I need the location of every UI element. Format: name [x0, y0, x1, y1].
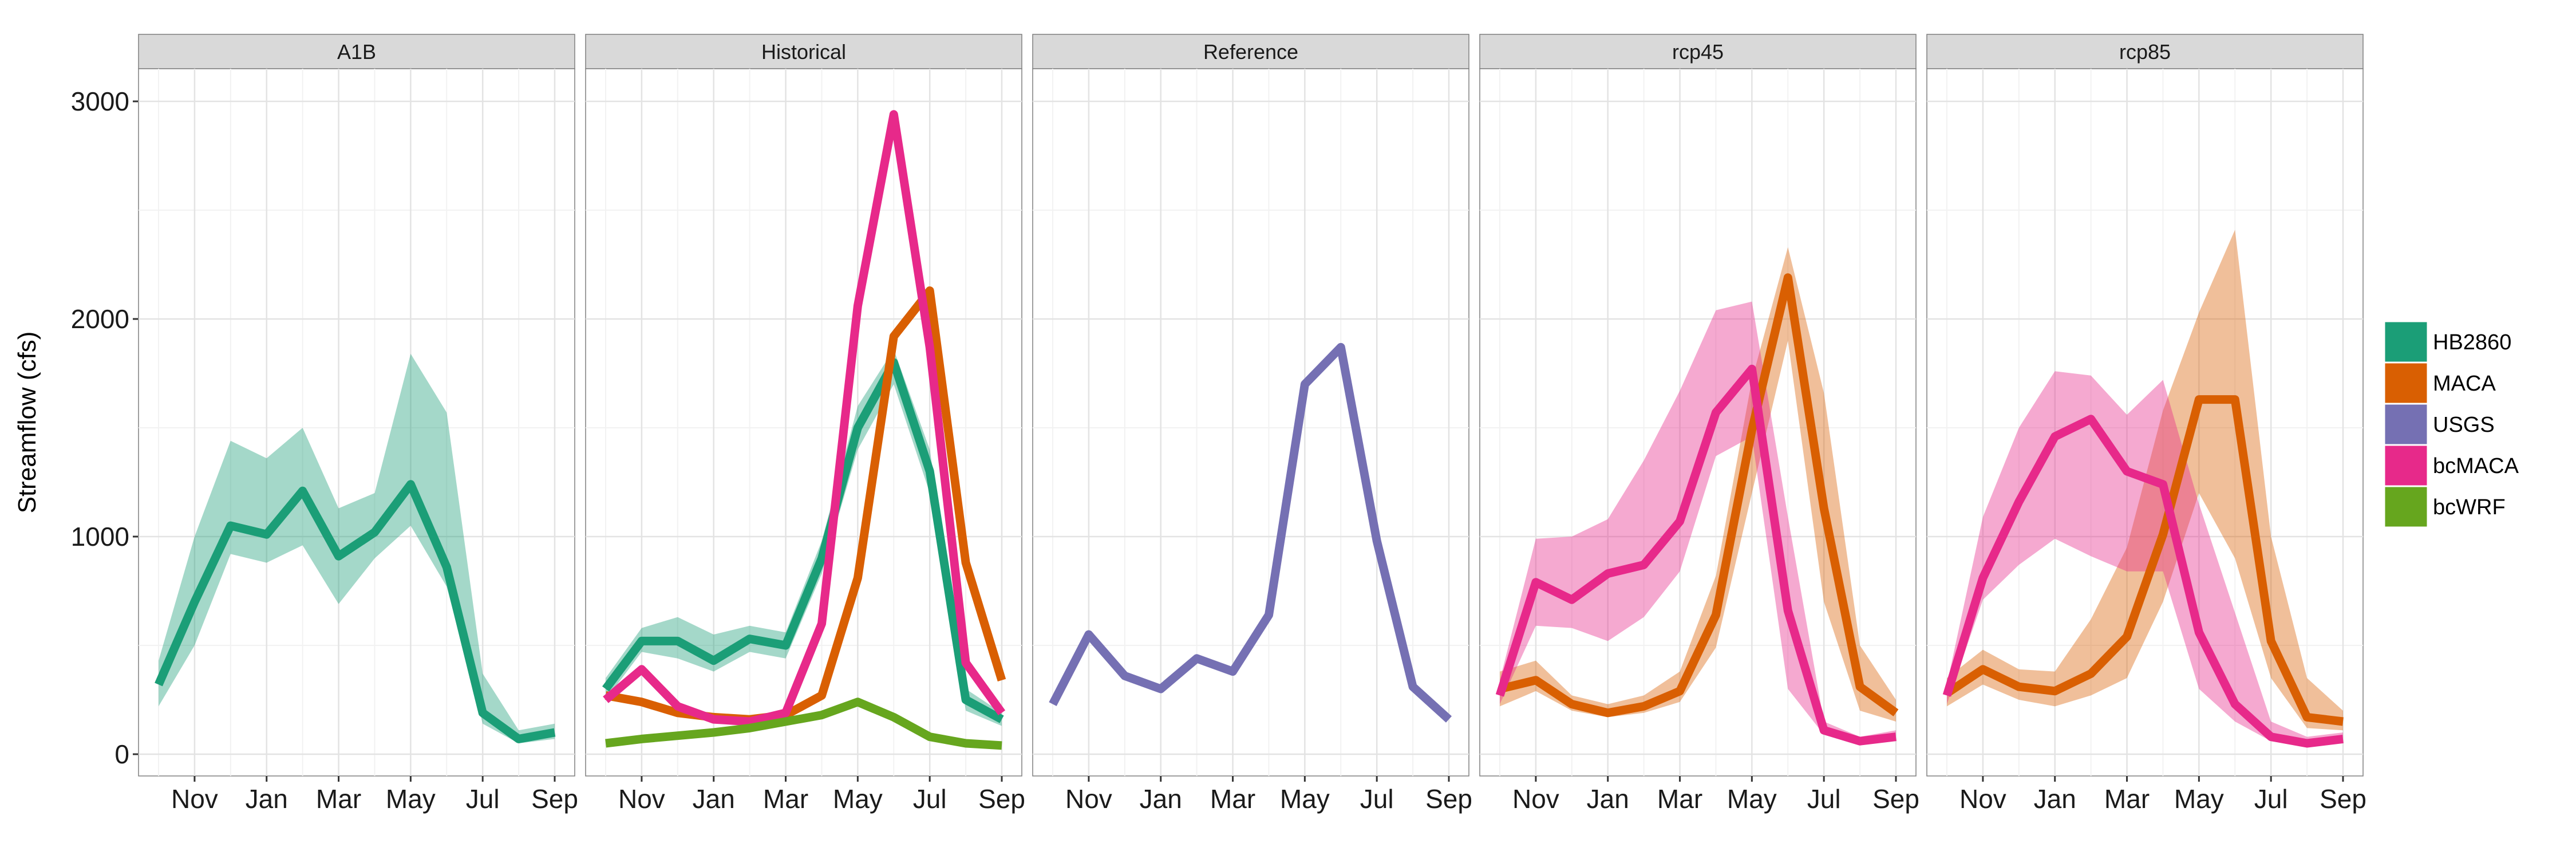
facet-strip	[1032, 34, 1469, 69]
legend-key-bcwrf	[2384, 486, 2428, 527]
y-tick-label: 2000	[71, 304, 129, 334]
legend-label-bcwrf: bcWRF	[2433, 495, 2506, 519]
series-line-usgs	[1049, 342, 1452, 723]
legend-label-usgs: USGS	[2433, 413, 2495, 437]
panel-a1b: A1B Nov Jan Mar May Jul Sep	[138, 34, 578, 814]
y-tick-label: 3000	[71, 86, 129, 116]
facet-strip	[1479, 34, 1917, 69]
ribbon-bcmaca	[1947, 371, 2343, 746]
ribbon-hb2860	[606, 349, 1002, 726]
facet-strip-label: Historical	[761, 40, 846, 64]
series-line-maca	[1499, 273, 1899, 718]
ribbon-maca	[1500, 247, 1896, 722]
x-tick-label: Mar	[2104, 784, 2150, 814]
x-tick-label: Mar	[763, 784, 808, 814]
series-line-maca	[605, 286, 1006, 724]
series-line-bcmaca	[1942, 415, 2344, 748]
series-line-hb2860	[602, 358, 1004, 723]
panel-reference: Reference Nov Jan Mar May Jul Sep	[1032, 34, 1472, 814]
panel-rcp85: rcp85 Nov Jan Mar May Jul Sep	[1926, 34, 2366, 814]
legend-label-hb2860: HB2860	[2433, 330, 2511, 354]
facet-strip-label: Reference	[1203, 40, 1298, 64]
legend-label-bcmaca: bcMACA	[2433, 454, 2519, 478]
x-tick-label: Sep	[1872, 784, 1919, 814]
x-tick-label: May	[1727, 784, 1777, 814]
x-tick-label: Sep	[978, 784, 1025, 814]
x-tick-label: Mar	[316, 784, 361, 814]
x-tick-label: Jan	[1140, 784, 1182, 814]
x-tick-label: Jul	[1360, 784, 1394, 814]
x-tick-label: Jan	[1587, 784, 1629, 814]
legend-label-maca: MACA	[2433, 372, 2496, 396]
facet-strip	[1926, 34, 2364, 69]
x-tick-label: Nov	[1065, 784, 1112, 814]
x-tick-label: Jul	[2254, 784, 2288, 814]
x-tick-label: Nov	[1959, 784, 2006, 814]
series-line-bcwrf	[605, 698, 1002, 750]
legend-key-hb2860	[2384, 321, 2428, 362]
x-tick-label: Jul	[913, 784, 947, 814]
x-tick-label: Sep	[2320, 784, 2366, 814]
x-tick-label: Nov	[618, 784, 665, 814]
x-tick-label: May	[1280, 784, 1330, 814]
x-tick-label: Jul	[1807, 784, 1841, 814]
x-tick-label: May	[2174, 784, 2224, 814]
x-tick-label: Sep	[531, 784, 578, 814]
series-line-hb2860	[155, 480, 556, 743]
x-tick-label: Nov	[1512, 784, 1559, 814]
x-tick-label: Jan	[2034, 784, 2076, 814]
series-line-maca	[1944, 395, 2344, 726]
x-tick-label: May	[833, 784, 883, 814]
panel-background	[1926, 68, 2364, 777]
facet-strip-label: A1B	[337, 40, 376, 64]
x-tick-label: Jan	[693, 784, 735, 814]
y-tick-label: 0	[114, 739, 129, 769]
x-tick-label: Mar	[1210, 784, 1255, 814]
legend-key-maca	[2384, 362, 2428, 404]
y-axis-title: Streamflow (cfs)	[13, 332, 41, 514]
facet-strip	[138, 34, 575, 69]
legend-key-bcmaca	[2384, 445, 2428, 486]
x-tick-label: Sep	[1425, 784, 1472, 814]
panel-rcp45: rcp45 Nov Jan Mar May Jul Sep	[1479, 34, 1919, 814]
series-line-bcmaca	[1495, 364, 1897, 746]
panel-background	[1032, 68, 1469, 777]
legend: HB2860 MACA USGS bcMACA bcWRF	[2384, 321, 2519, 527]
x-tick-label: May	[386, 784, 436, 814]
series-line-bcmaca	[603, 110, 1006, 726]
panel-historical: Historical Nov Jan Mar May Jul Sep	[585, 34, 1025, 814]
x-tick-label: Jan	[246, 784, 288, 814]
facet-strip-label: rcp85	[2119, 40, 2171, 64]
facet-strip-label: rcp45	[1672, 40, 1724, 64]
y-tick-label: 1000	[71, 522, 129, 551]
facet-strip	[585, 34, 1022, 69]
x-tick-label: Jul	[466, 784, 500, 814]
x-tick-label: Nov	[171, 784, 218, 814]
panel-background	[138, 68, 575, 777]
x-tick-label: Mar	[1657, 784, 1702, 814]
legend-key-usgs	[2384, 404, 2428, 445]
